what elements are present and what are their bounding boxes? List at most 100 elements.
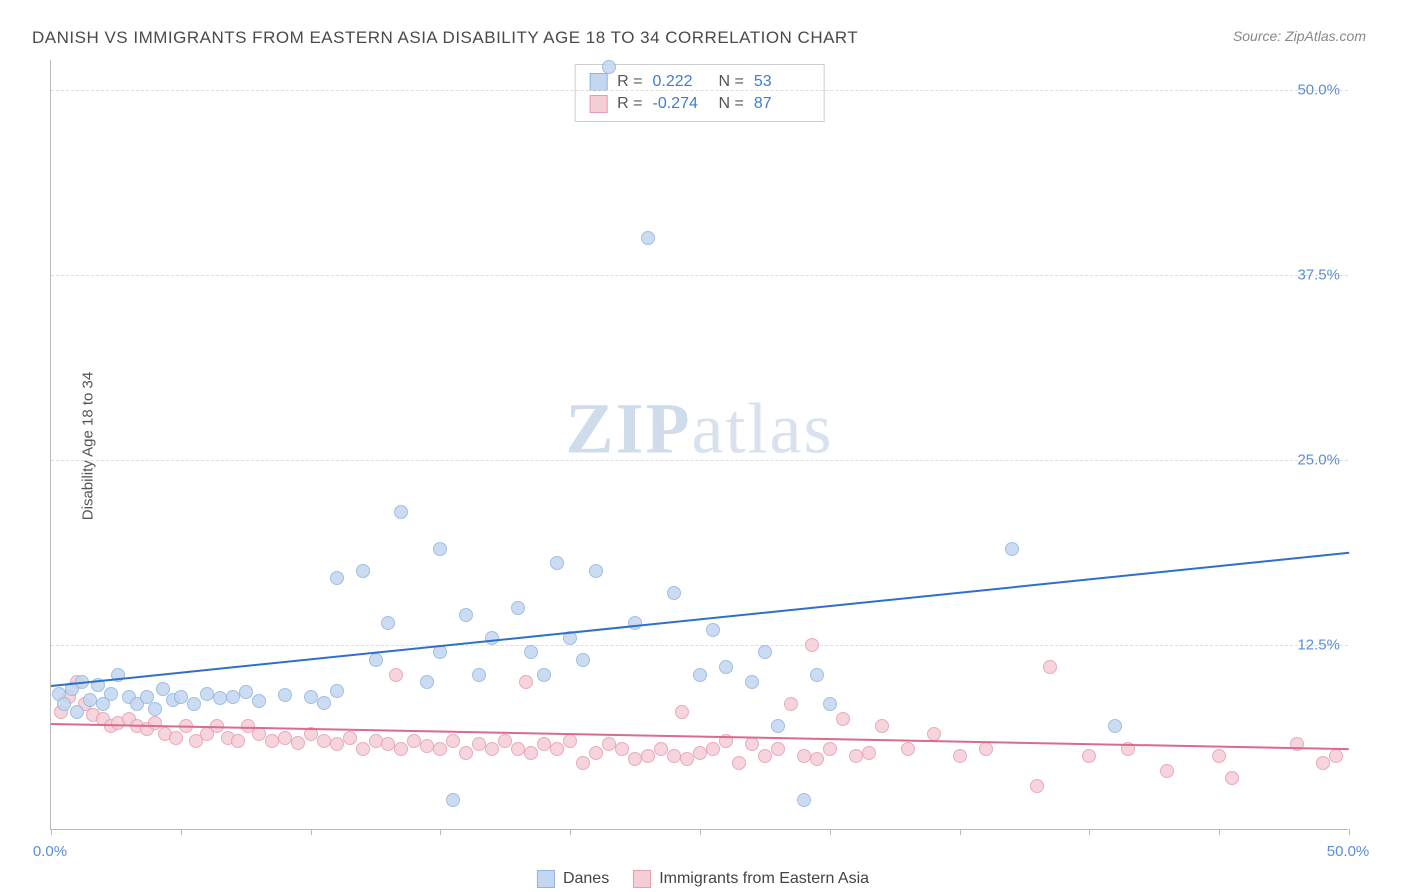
data-point: [1082, 749, 1096, 763]
data-point: [693, 668, 707, 682]
data-point: [706, 623, 720, 637]
data-point: [226, 690, 240, 704]
legend-row-b: R = -0.274 N = 87: [589, 93, 810, 115]
data-point: [433, 742, 447, 756]
data-point: [901, 742, 915, 756]
data-point: [537, 737, 551, 751]
data-point: [758, 645, 772, 659]
data-point: [745, 675, 759, 689]
data-point: [615, 742, 629, 756]
legend-item-b: Immigrants from Eastern Asia: [633, 870, 869, 888]
gridline: [51, 460, 1348, 461]
legend-r-value-b: -0.274: [653, 95, 709, 113]
legend-r-value-a: 0.222: [653, 73, 709, 91]
data-point: [459, 746, 473, 760]
data-point: [472, 737, 486, 751]
x-tick: [51, 829, 52, 835]
data-point: [693, 746, 707, 760]
data-point: [433, 542, 447, 556]
legend-r-label: R =: [617, 73, 642, 91]
data-point: [381, 737, 395, 751]
x-tick: [181, 829, 182, 835]
legend-label-a: Danes: [563, 870, 609, 888]
x-tick: [1349, 829, 1350, 835]
data-point: [862, 746, 876, 760]
legend-n-label: N =: [719, 95, 744, 113]
data-point: [104, 687, 118, 701]
data-point: [875, 719, 889, 733]
x-end-label: 50.0%: [1327, 843, 1370, 860]
data-point: [511, 601, 525, 615]
data-point: [394, 505, 408, 519]
scatter-plot-area: ZIPatlas R = 0.222 N = 53 R = -0.274 N =…: [50, 60, 1348, 830]
data-point: [667, 586, 681, 600]
data-point: [576, 756, 590, 770]
data-point: [1043, 660, 1057, 674]
data-point: [356, 564, 370, 578]
data-point: [343, 731, 357, 745]
data-point: [330, 684, 344, 698]
data-point: [771, 742, 785, 756]
legend-n-label: N =: [719, 73, 744, 91]
x-tick: [570, 829, 571, 835]
data-point: [446, 793, 460, 807]
data-point: [797, 749, 811, 763]
series-legend: Danes Immigrants from Eastern Asia: [537, 870, 869, 888]
data-point: [407, 734, 421, 748]
data-point: [1329, 749, 1343, 763]
data-point: [369, 653, 383, 667]
data-point: [550, 556, 564, 570]
gridline: [51, 645, 1348, 646]
data-point: [70, 705, 84, 719]
data-point: [330, 571, 344, 585]
data-point: [550, 742, 564, 756]
data-point: [389, 668, 403, 682]
data-point: [472, 668, 486, 682]
data-point: [719, 660, 733, 674]
data-point: [304, 690, 318, 704]
data-point: [1225, 771, 1239, 785]
legend-r-label: R =: [617, 95, 642, 113]
legend-swatch-b-icon: [633, 870, 651, 888]
data-point: [1212, 749, 1226, 763]
data-point: [1108, 719, 1122, 733]
data-point: [420, 675, 434, 689]
data-point: [823, 697, 837, 711]
data-point: [278, 688, 292, 702]
data-point: [420, 739, 434, 753]
data-point: [1005, 542, 1019, 556]
data-point: [563, 734, 577, 748]
legend-swatch-a-icon: [537, 870, 555, 888]
y-tick-label: 50.0%: [1297, 81, 1340, 98]
data-point: [784, 697, 798, 711]
data-point: [706, 742, 720, 756]
data-point: [628, 616, 642, 630]
data-point: [485, 742, 499, 756]
data-point: [602, 737, 616, 751]
source-label: Source: ZipAtlas.com: [1233, 28, 1366, 44]
data-point: [628, 752, 642, 766]
y-tick-label: 37.5%: [1297, 266, 1340, 283]
data-point: [317, 696, 331, 710]
data-point: [576, 653, 590, 667]
data-point: [758, 749, 772, 763]
data-point: [511, 742, 525, 756]
data-point: [654, 742, 668, 756]
data-point: [805, 638, 819, 652]
data-point: [1160, 764, 1174, 778]
data-point: [330, 737, 344, 751]
data-point: [278, 731, 292, 745]
data-point: [356, 742, 370, 756]
data-point: [519, 675, 533, 689]
data-point: [953, 749, 967, 763]
data-point: [797, 793, 811, 807]
data-point: [524, 746, 538, 760]
data-point: [291, 736, 305, 750]
data-point: [265, 734, 279, 748]
data-point: [1316, 756, 1330, 770]
data-point: [381, 616, 395, 630]
data-point: [231, 734, 245, 748]
data-point: [979, 742, 993, 756]
legend-swatch-b: [589, 95, 607, 113]
data-point: [537, 668, 551, 682]
